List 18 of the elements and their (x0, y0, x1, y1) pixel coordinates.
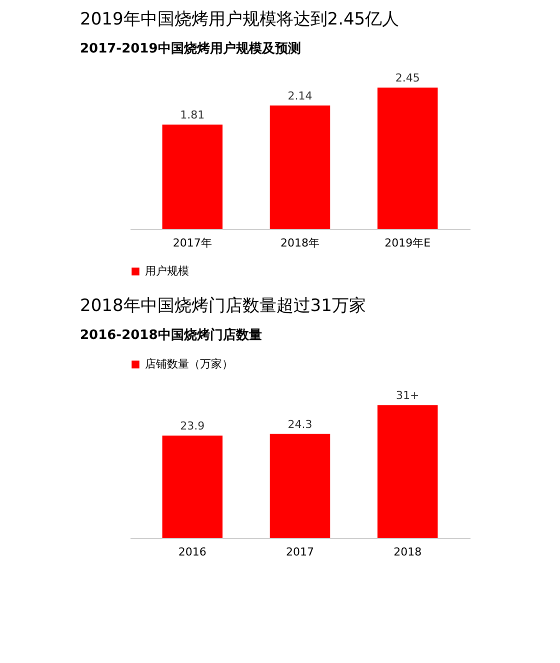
text: 店铺数量（万家） (145, 358, 233, 370)
data-label: 2.14 (288, 90, 312, 103)
data-label: 2.45 (395, 72, 420, 85)
data-label: 1.81 (180, 108, 205, 122)
x-tick-label: 2018年 (280, 236, 320, 250)
x-tick-label: 2016 (178, 546, 206, 558)
x-tick-label: 2018 (394, 546, 422, 558)
x-tick-label: 2017 (286, 546, 314, 558)
x-tick-label: 2019年E (384, 236, 431, 250)
data-label: 31+ (396, 389, 420, 402)
chart-subtitle: 2017-2019中国烧烤用户规模及预测 (80, 40, 301, 57)
data-label: 24.3 (288, 418, 312, 431)
chart-title: 2019年中国烧烤用户规模将达到2.45亿人 (80, 10, 400, 30)
chart-title: 2018年中国烧烤门店数量超过31万家 (80, 296, 366, 316)
legend-label: 用户规模 (145, 264, 189, 278)
data-label: 23.9 (180, 420, 205, 433)
chart-subtitle: 2016-2018中国烧烤门店数量 (80, 327, 262, 343)
x-tick-label: 2017年 (172, 236, 212, 250)
